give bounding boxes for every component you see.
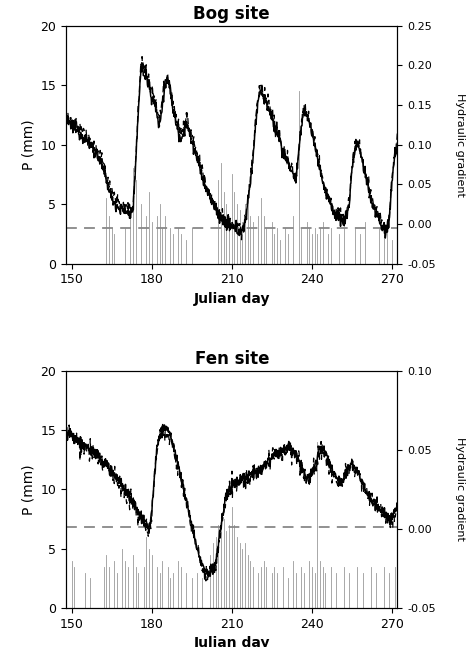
- Y-axis label: P (mm): P (mm): [21, 464, 35, 514]
- Y-axis label: Hydraulic gradient: Hydraulic gradient: [455, 93, 465, 197]
- X-axis label: Julian day: Julian day: [193, 292, 270, 306]
- Y-axis label: P (mm): P (mm): [21, 120, 35, 170]
- Title: Bog site: Bog site: [193, 5, 270, 23]
- Title: Fen site: Fen site: [194, 349, 269, 367]
- Y-axis label: Hydraulic gradient: Hydraulic gradient: [455, 437, 465, 542]
- X-axis label: Julian day: Julian day: [193, 637, 270, 647]
